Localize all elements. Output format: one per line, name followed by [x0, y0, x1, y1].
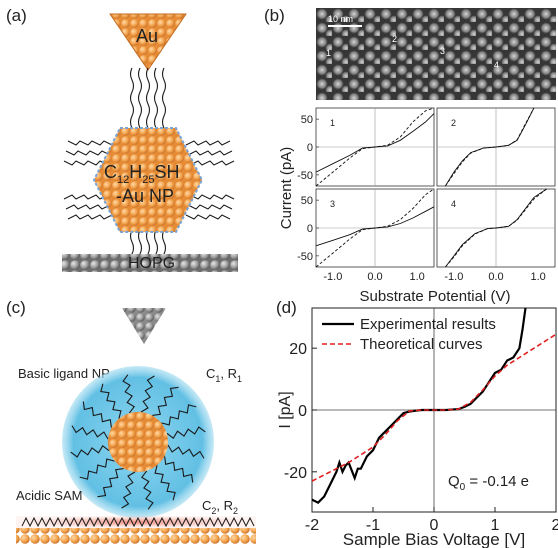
iv-x-axis-label: Substrate Potential (V): [360, 288, 511, 304]
iv-measured-curve: [315, 113, 435, 173]
ligand-chain: [71, 425, 109, 440]
x-axis-label: Sample Bias Voltage [V]: [343, 530, 525, 548]
gold-substrate: [16, 528, 256, 544]
theoretical-curve: [311, 333, 557, 482]
au-tip-label: Au: [136, 26, 158, 46]
ligand-chains: [63, 67, 235, 265]
panel-c-illustration: Basic ligand NP C1, R1 C2, R2 Acidic SAM: [16, 308, 256, 544]
ligand-chain: [79, 458, 115, 480]
ligand-chain: [152, 386, 179, 416]
site-label-2: 2: [392, 34, 397, 44]
hopg-substrate: [62, 254, 238, 272]
iv-y-tick: 0: [307, 142, 313, 154]
iv-x-tick: 0.0: [367, 271, 382, 283]
panel-a-illustration: Au C12H25SH -Au NP HOPG: [62, 13, 238, 272]
iv-y-tick: 0: [307, 223, 313, 235]
ligand-chain: [161, 404, 197, 426]
stm-tip: [122, 308, 166, 344]
au-nanoparticle: [92, 127, 204, 233]
site-label-4: 4: [494, 60, 499, 70]
iv-x-tick: 1.0: [530, 271, 545, 283]
sam-chains: [21, 516, 255, 528]
y-axis-label: I [pA]: [278, 391, 294, 428]
iv-x-tick: -1.0: [323, 271, 342, 283]
ligand-chain: [100, 383, 122, 419]
radial-ligands: [70, 374, 206, 510]
np-label-line2: -Au NP: [116, 186, 174, 206]
iv-theory-curve: [315, 107, 435, 187]
iv-theory-curve: [445, 107, 535, 187]
site-label-3: 3: [440, 46, 445, 56]
panel-a-label: (a): [6, 6, 27, 25]
iv-x-tick: -1.0: [444, 271, 463, 283]
acidic-sam-label: Acidic SAM: [16, 488, 82, 503]
y-tick-label: -20: [284, 465, 307, 482]
y-tick-label: 20: [289, 341, 307, 358]
q0-annotation: Q0 = -0.14 e: [448, 473, 529, 493]
panel-c-label: (c): [6, 298, 26, 317]
y-tick-label: 0: [298, 403, 307, 420]
experimental-curve: [311, 307, 527, 505]
iv-y-axis-label: Current (pA): [280, 147, 295, 230]
iv-curves-grid: 1 50 0 -50 2 3 50 0 -50 -1.0 0.0 1.0 4 -1.0 0.0 1.0 Curr…: [280, 107, 556, 304]
ligand-chain: [140, 470, 154, 510]
ligand-chain: [167, 444, 205, 459]
iv-y-tick: 50: [301, 195, 313, 207]
iv-subplot-label: 1: [330, 118, 335, 128]
iv-theory-curve: [445, 188, 547, 268]
iv-y-tick: -50: [297, 170, 313, 182]
legend-label-experimental: Experimental results: [360, 316, 496, 333]
x-tick-label: -2: [305, 517, 319, 534]
iv-theory-curve: [315, 188, 435, 268]
ligand-chain: [82, 401, 112, 428]
iv-x-tick: 0.0: [488, 271, 503, 283]
ligand-chain: [70, 444, 110, 458]
iv-y-tick: 50: [301, 114, 313, 126]
legend-label-theoretical: Theoretical curves: [360, 336, 483, 353]
au-tip: [109, 13, 187, 71]
scale-bar-label: 10 nm: [328, 14, 353, 24]
panel-d-chart: 20 0 -20 -2 -1 0 1 2 Experimental results Theoret…: [278, 307, 558, 548]
x-tick-label: -1: [366, 517, 380, 534]
ligand-chain: [154, 465, 176, 501]
iv-measured-curve: [315, 206, 435, 247]
x-tick-label: 2: [552, 517, 558, 534]
c2-r2-label: C2, R2: [202, 498, 238, 516]
x-tick-label: 1: [491, 517, 500, 534]
gold-core: [108, 412, 168, 472]
ligand-chain: [97, 468, 124, 498]
iv-subplot-label: 4: [451, 199, 456, 209]
basic-ligand-label: Basic ligand NP: [18, 366, 110, 381]
c1-r1-label: C1, R1: [206, 366, 242, 384]
iv-subplot-label: 2: [451, 118, 456, 128]
panel-d-label: (d): [276, 298, 297, 317]
ligand-chain: [164, 456, 194, 483]
site-label-1: 1: [326, 48, 331, 58]
np-formula: C12H25SH: [104, 162, 180, 186]
stm-image: 10 nm 1 2 3 4: [316, 8, 556, 100]
iv-subplot-label: 3: [330, 199, 335, 209]
iv-y-tick: -50: [297, 251, 313, 263]
x-tick-label: 0: [430, 517, 439, 534]
iv-x-tick: 1.0: [409, 271, 424, 283]
ligand-chain: [121, 471, 136, 509]
ligand-chain: [122, 374, 136, 414]
ligand-chain: [166, 426, 206, 440]
panel-b-label: (b): [264, 6, 285, 25]
hopg-label: HOPG: [128, 255, 175, 272]
ligand-chain: [140, 375, 155, 413]
